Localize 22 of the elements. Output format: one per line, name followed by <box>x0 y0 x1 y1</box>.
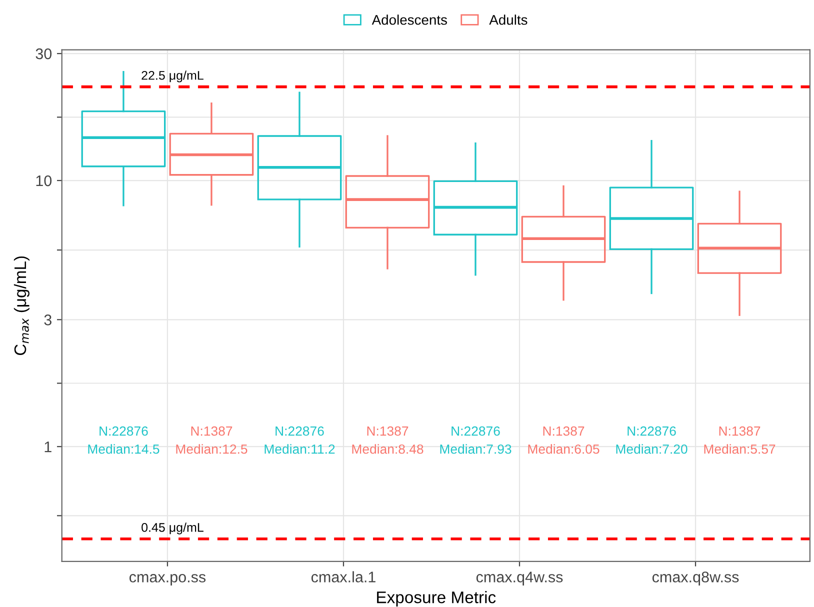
text: N:22876 Median:7.93 <box>440 426 512 454</box>
x-tick-label: cmax.q4w.ss <box>476 572 563 586</box>
text: N:1387 Median:6.05 <box>528 426 600 454</box>
ref-line-label: 0.45 μg/mL <box>142 522 204 534</box>
x-tick-label: cmax.la.1 <box>311 571 376 582</box>
text: N:22876 Median:7.20 <box>616 426 688 454</box>
y-axis-title: C$_{max}$ (μg/mL) <box>14 256 30 356</box>
ref-line-label: 22.5 μg/mL <box>142 70 204 82</box>
y-tick-label: 1 <box>44 442 52 452</box>
x-axis-title: Exposure Metric <box>377 590 496 607</box>
legend-label: Adults <box>489 14 528 25</box>
legend-label: Adolescents <box>372 14 447 25</box>
x-tick-label: cmax.po.ss <box>129 574 206 586</box>
y-tick-label: 3 <box>44 314 52 326</box>
text: N:22876 Median:11.2 <box>264 426 335 454</box>
y-tick-label: 30 <box>36 48 52 60</box>
text: N:1387 Median:5.57 <box>704 426 776 454</box>
text: N:1387 Median:12.5 <box>176 426 248 454</box>
text: N:1387 Median:8.48 <box>352 426 424 454</box>
text: N:22876 Median:14.5 <box>88 426 160 454</box>
x-tick-label: cmax.q8w.ss <box>652 572 739 586</box>
y-tick-label: 10 <box>36 175 52 186</box>
